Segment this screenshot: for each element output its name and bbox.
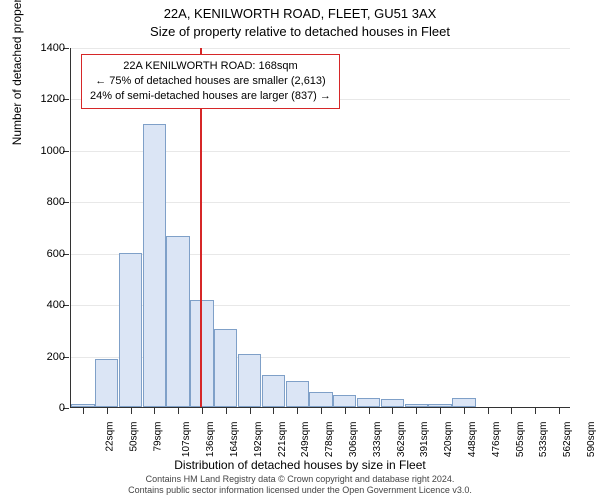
bar <box>357 398 380 407</box>
x-tick-label: 278sqm <box>324 422 335 458</box>
chart-title-address: 22A, KENILWORTH ROAD, FLEET, GU51 3AX <box>0 6 600 21</box>
bar <box>238 354 261 407</box>
bar <box>71 404 94 407</box>
y-tick-label: 1200 <box>25 93 65 105</box>
x-tick-label: 79sqm <box>152 422 163 452</box>
chart-title-subtitle: Size of property relative to detached ho… <box>0 24 600 39</box>
x-tick-label: 562sqm <box>562 422 573 458</box>
bar <box>452 398 475 407</box>
x-tick <box>345 408 346 414</box>
annotation-line-0: 22A KENILWORTH ROAD: 168sqm <box>90 59 331 74</box>
y-tick-label: 1000 <box>25 145 65 157</box>
x-tick-label: 391sqm <box>420 422 431 458</box>
y-tick-label: 400 <box>25 299 65 311</box>
bar <box>405 404 428 407</box>
y-tick-label: 200 <box>25 351 65 363</box>
chart-container: 22A, KENILWORTH ROAD, FLEET, GU51 3AX Si… <box>0 0 600 500</box>
x-tick <box>297 408 298 414</box>
y-tick-label: 1400 <box>25 42 65 54</box>
x-tick-label: 306sqm <box>348 422 359 458</box>
x-tick <box>440 408 441 414</box>
y-tick-label: 600 <box>25 248 65 260</box>
x-tick <box>488 408 489 414</box>
footer-attribution: Contains HM Land Registry data © Crown c… <box>0 474 600 496</box>
x-axis-title: Distribution of detached houses by size … <box>0 458 600 472</box>
x-tick-label: 533sqm <box>539 422 550 458</box>
x-tick-label: 164sqm <box>229 422 240 458</box>
x-tick <box>535 408 536 414</box>
bar <box>286 381 309 407</box>
x-tick <box>464 408 465 414</box>
y-tick-label: 0 <box>25 402 65 414</box>
x-tick-label: 362sqm <box>396 422 407 458</box>
bar <box>309 392 332 407</box>
x-tick <box>178 408 179 414</box>
x-tick-label: 476sqm <box>491 422 502 458</box>
x-tick <box>83 408 84 414</box>
x-tick-label: 448sqm <box>467 422 478 458</box>
x-tick-label: 136sqm <box>205 422 216 458</box>
x-tick <box>107 408 108 414</box>
annotation-box: 22A KENILWORTH ROAD: 168sqm← 75% of deta… <box>81 54 340 109</box>
x-tick <box>202 408 203 414</box>
x-tick-label: 333sqm <box>372 422 383 458</box>
x-tick-label: 107sqm <box>181 422 192 458</box>
x-tick <box>250 408 251 414</box>
bar <box>262 375 285 407</box>
x-tick <box>369 408 370 414</box>
x-tick <box>416 408 417 414</box>
x-tick <box>559 408 560 414</box>
bar <box>143 124 166 407</box>
x-tick-label: 22sqm <box>104 422 115 452</box>
x-tick <box>392 408 393 414</box>
footer-line1: Contains HM Land Registry data © Crown c… <box>0 474 600 485</box>
x-tick <box>321 408 322 414</box>
y-tick-label: 800 <box>25 196 65 208</box>
bar <box>95 359 118 407</box>
grid-line <box>71 48 570 49</box>
bar <box>214 329 237 407</box>
bar <box>333 395 356 407</box>
x-tick <box>131 408 132 414</box>
x-tick <box>511 408 512 414</box>
footer-line2: Contains public sector information licen… <box>0 485 600 496</box>
x-tick-label: 221sqm <box>277 422 288 458</box>
x-tick <box>226 408 227 414</box>
x-tick-label: 505sqm <box>515 422 526 458</box>
annotation-line-1: ← 75% of detached houses are smaller (2,… <box>90 74 331 89</box>
x-tick-label: 192sqm <box>253 422 264 458</box>
x-tick-label: 249sqm <box>300 422 311 458</box>
bar <box>381 399 404 407</box>
bar <box>428 404 451 407</box>
x-tick <box>154 408 155 414</box>
bar <box>119 253 142 407</box>
x-tick <box>273 408 274 414</box>
y-axis-title: Number of detached properties <box>10 0 24 145</box>
bar <box>190 300 213 407</box>
x-tick-label: 590sqm <box>586 422 597 458</box>
x-tick-label: 420sqm <box>443 422 454 458</box>
x-tick-label: 50sqm <box>128 422 139 452</box>
annotation-line-2: 24% of semi-detached houses are larger (… <box>90 89 331 104</box>
plot-area: 020040060080010001200140022sqm50sqm79sqm… <box>70 48 570 408</box>
bar <box>166 236 189 407</box>
